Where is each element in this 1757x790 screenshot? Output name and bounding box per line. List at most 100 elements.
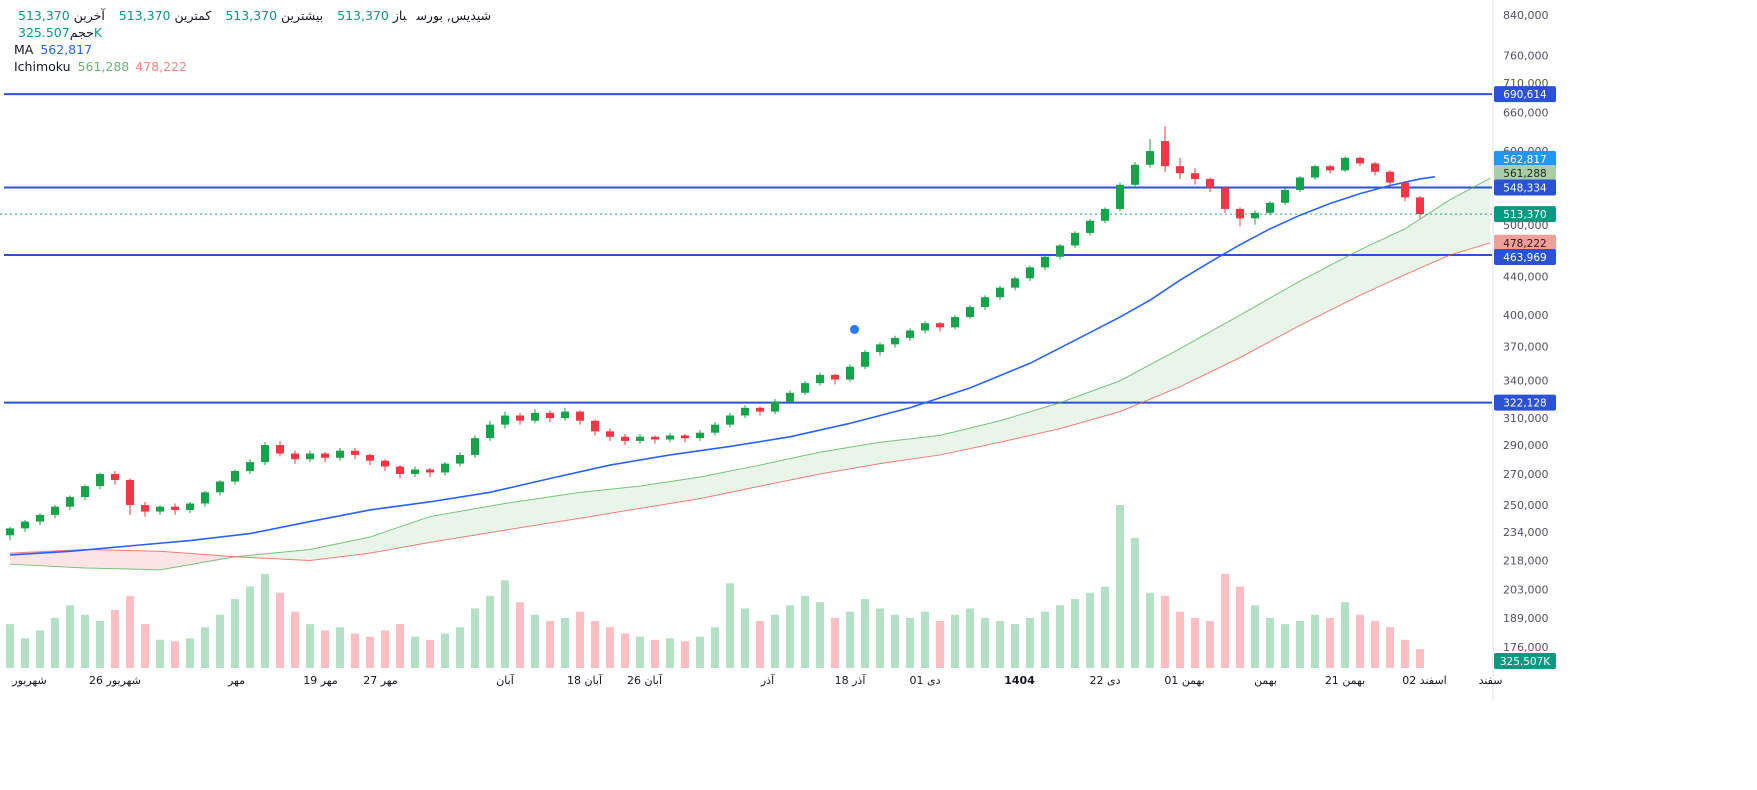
time-axis-label[interactable]: مهر: [227, 674, 245, 687]
time-axis-label[interactable]: سفند: [1479, 674, 1503, 687]
price-tick-label[interactable]: 189,000: [1503, 612, 1549, 625]
legend-row-ma[interactable]: MA 562,817: [14, 41, 491, 58]
price-tick-label[interactable]: 440,000: [1503, 270, 1549, 283]
volume-bar: [531, 614, 539, 668]
candle-body: [216, 481, 224, 493]
cloud-segment: [1360, 228, 1405, 296]
price-tick-label[interactable]: 270,000: [1503, 468, 1549, 481]
time-axis-label[interactable]: آذر: [760, 673, 775, 687]
time-axis-label[interactable]: 18 آذر: [835, 673, 867, 687]
volume-bar: [1356, 614, 1364, 668]
legend-row-volume[interactable]: حجم325.507K: [14, 24, 491, 41]
candle-body: [981, 297, 989, 308]
axis-badge-bg: [1494, 653, 1556, 669]
candle-body: [561, 411, 569, 419]
time-axis-label[interactable]: 26 شهریور: [89, 674, 141, 687]
volume-bar: [1071, 599, 1079, 668]
time-axis-label[interactable]: 02 اسفند: [1402, 674, 1446, 687]
price-tick-label[interactable]: 760,000: [1503, 49, 1549, 62]
volume-bar: [621, 633, 629, 668]
volume-bar: [141, 624, 149, 668]
volume-bar: [1266, 617, 1274, 668]
volume-bar: [81, 614, 89, 668]
volume-bar: [741, 608, 749, 668]
price-tick-label[interactable]: 250,000: [1503, 499, 1549, 512]
price-tick-label[interactable]: 218,000: [1503, 554, 1549, 567]
volume-bar: [246, 586, 254, 668]
volume-bar: [1086, 592, 1094, 668]
price-tick-label[interactable]: 400,000: [1503, 309, 1549, 322]
volume-bar: [576, 611, 584, 668]
price-tick-label[interactable]: 203,000: [1503, 583, 1549, 596]
candles-layer: [6, 126, 1424, 541]
volume-bar: [1221, 573, 1229, 668]
legend-row-ohlc[interactable]: شیدیس, بورسباز513,370بیشترین513,370کمتری…: [14, 7, 491, 24]
volume-bar: [951, 614, 959, 668]
volume-bar: [1131, 537, 1139, 668]
cloud-segment: [1000, 402, 1060, 443]
time-axis-label[interactable]: 19 مهر: [303, 674, 338, 687]
axis-badge-text: 463,969: [1503, 252, 1546, 264]
candle-body: [21, 521, 29, 529]
time-axis-label[interactable]: 18 آبان: [567, 673, 603, 687]
price-tick-label[interactable]: 176,000: [1503, 641, 1549, 654]
candle-body: [1356, 157, 1364, 164]
volume-bar: [651, 639, 659, 668]
candle-body: [366, 454, 374, 461]
candle-body: [261, 445, 269, 463]
time-axis-label[interactable]: 26 آبان: [627, 673, 663, 687]
price-axis-ticks[interactable]: 840,000760,000710,000660,000600,000500,0…: [1503, 9, 1549, 654]
volume-bar: [1341, 602, 1349, 668]
cloud-segment: [235, 549, 310, 561]
time-axis-label[interactable]: آبان: [496, 673, 514, 687]
time-axis-label[interactable]: بهمن: [1254, 674, 1277, 687]
axis-badge-text: 325.507K: [1500, 656, 1551, 668]
time-axis-labels[interactable]: شهریور 26 شهریور مهر 19 مهر 27 مهر آبان 18 آبا…: [11, 673, 1502, 687]
time-axis-label[interactable]: شهریور: [11, 674, 46, 687]
legend-row-ichimoku[interactable]: Ichimoku 561,288 478,222: [14, 58, 491, 75]
time-axis-label[interactable]: 01 دی: [909, 674, 940, 687]
volume-bar: [726, 583, 734, 668]
price-tick-label[interactable]: 290,000: [1503, 439, 1549, 452]
cloud-segment: [430, 503, 505, 543]
candle-body: [321, 453, 329, 458]
time-axis-label[interactable]: 1404: [1004, 674, 1035, 687]
volume-bar: [786, 605, 794, 668]
ichimoku-senkou-a-value: 561,288: [77, 59, 130, 74]
price-tick-label[interactable]: 370,000: [1503, 341, 1549, 354]
volume-bar: [1296, 620, 1304, 668]
axis-badge-bg: [1494, 179, 1556, 196]
volume-bar: [606, 627, 614, 668]
volume-bar: [366, 636, 374, 668]
candle-body: [756, 407, 764, 412]
time-axis-label[interactable]: 22 دی: [1089, 674, 1120, 687]
time-axis-label[interactable]: 21 بهمن: [1325, 674, 1365, 687]
time-axis-label[interactable]: 27 مهر: [363, 674, 398, 687]
marker-dot[interactable]: [850, 324, 859, 334]
candle-body: [1416, 197, 1424, 215]
volume-bar: [111, 610, 119, 668]
candle-body: [1266, 202, 1274, 213]
volume-bar: [171, 641, 179, 668]
ma-value: 562,817: [40, 42, 93, 57]
axis-badge-text: 513,370: [1503, 209, 1546, 221]
price-tick-label[interactable]: 840,000: [1503, 9, 1549, 22]
open-label: باز: [392, 8, 407, 23]
volume-bar: [561, 617, 569, 668]
volume-bar: [1236, 586, 1244, 668]
trade-marker-dot[interactable]: [850, 324, 859, 334]
legend-panel: شیدیس, بورسباز513,370بیشترین513,370کمتری…: [14, 7, 491, 75]
price-tick-label[interactable]: 310,000: [1503, 412, 1549, 425]
candle-body: [1146, 151, 1154, 165]
candle-body: [966, 307, 974, 318]
price-tick-label[interactable]: 340,000: [1503, 375, 1549, 388]
axis-badge-bg: [1494, 165, 1556, 182]
candle-body: [726, 415, 734, 425]
candle-body: [171, 506, 179, 510]
time-axis-label[interactable]: 01 بهمن: [1164, 674, 1204, 687]
price-tick-label[interactable]: 234,000: [1503, 526, 1549, 539]
low-pair: کمترین513,370: [115, 8, 212, 23]
horizontal-price-lines[interactable]: [4, 93, 1492, 404]
price-tick-label[interactable]: 660,000: [1503, 107, 1549, 120]
